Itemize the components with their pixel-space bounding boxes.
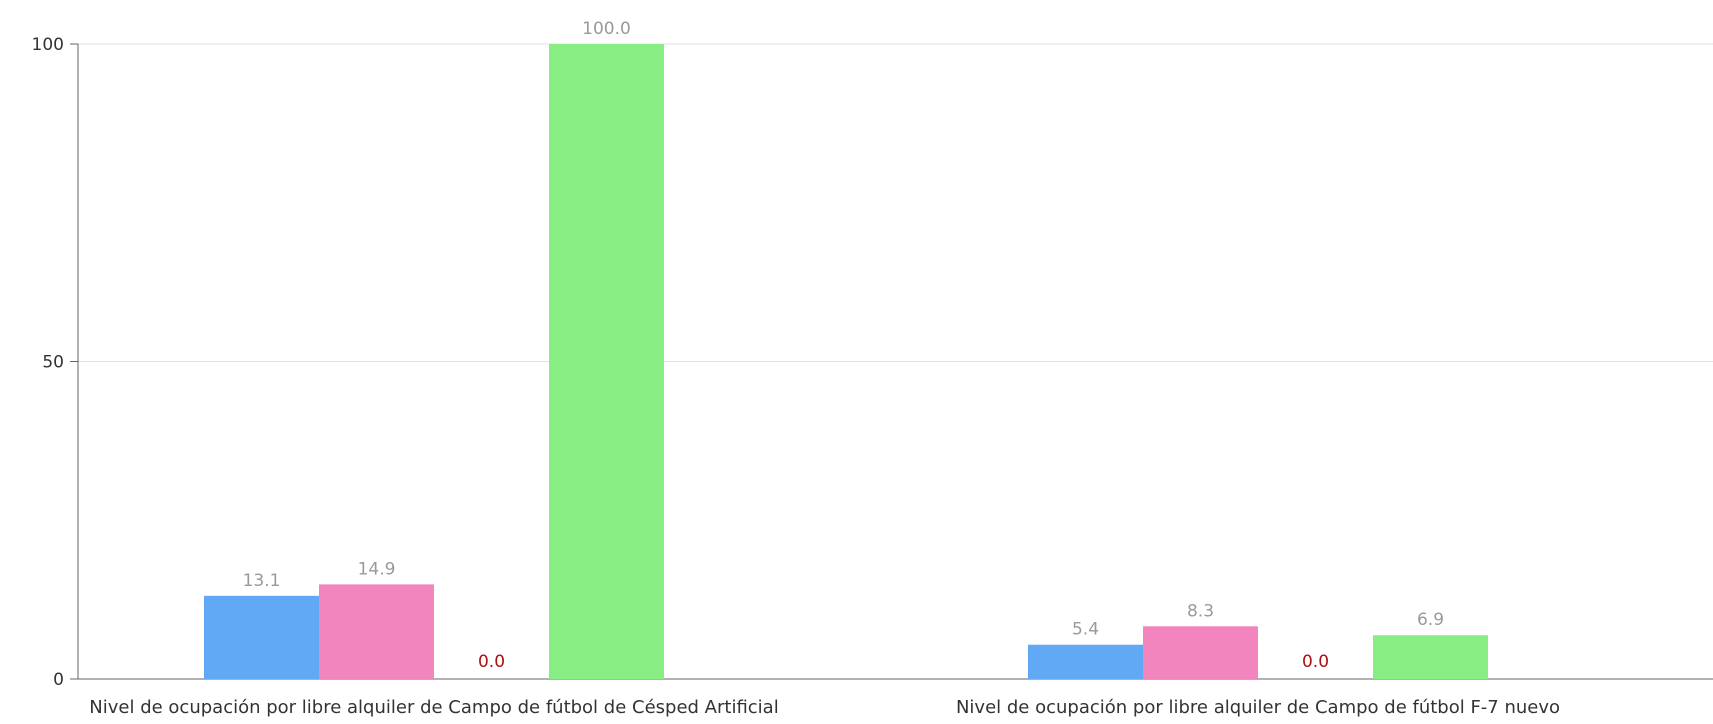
y-tick-label: 50 [42, 353, 64, 373]
bar-series-2-category-1 [319, 584, 434, 679]
bars [204, 44, 1488, 679]
category-label: Nivel de ocupación por libre alquiler de… [956, 697, 1560, 718]
bar-series-4-category-2 [1373, 635, 1488, 679]
grid-lines [78, 43, 1713, 362]
data-labels: 13.1 14.9 0.0 100.0 5.4 8.3 0.0 6.9 [243, 19, 1444, 672]
y-tick-label: 100 [32, 35, 64, 55]
data-label: 14.9 [358, 559, 396, 579]
category-labels: Nivel de ocupación por libre alquiler de… [89, 697, 1560, 718]
bar-series-1-category-2 [1028, 644, 1143, 679]
bar-series-2-category-2 [1143, 626, 1258, 679]
y-tick-labels: 0 50 100 [32, 35, 64, 690]
data-label: 6.9 [1417, 610, 1444, 630]
data-label: 0.0 [478, 652, 505, 672]
data-label: 100.0 [582, 19, 631, 39]
data-label: 8.3 [1187, 601, 1214, 621]
category-label: Nivel de ocupación por libre alquiler de… [89, 697, 778, 718]
y-tick-label: 0 [53, 670, 64, 690]
data-label: 5.4 [1072, 620, 1099, 640]
data-label: 13.1 [243, 571, 281, 591]
data-label: 0.0 [1302, 652, 1329, 672]
bar-series-4-category-1 [549, 44, 664, 679]
bar-series-1-category-1 [204, 595, 319, 679]
